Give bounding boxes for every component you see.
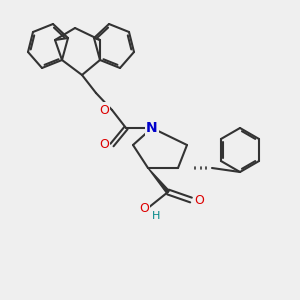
Text: O: O xyxy=(194,194,204,206)
Polygon shape xyxy=(148,168,169,193)
Text: N: N xyxy=(146,121,158,135)
Text: O: O xyxy=(99,139,109,152)
Text: O: O xyxy=(99,103,109,116)
Text: O: O xyxy=(139,202,149,214)
Text: H: H xyxy=(152,211,160,221)
